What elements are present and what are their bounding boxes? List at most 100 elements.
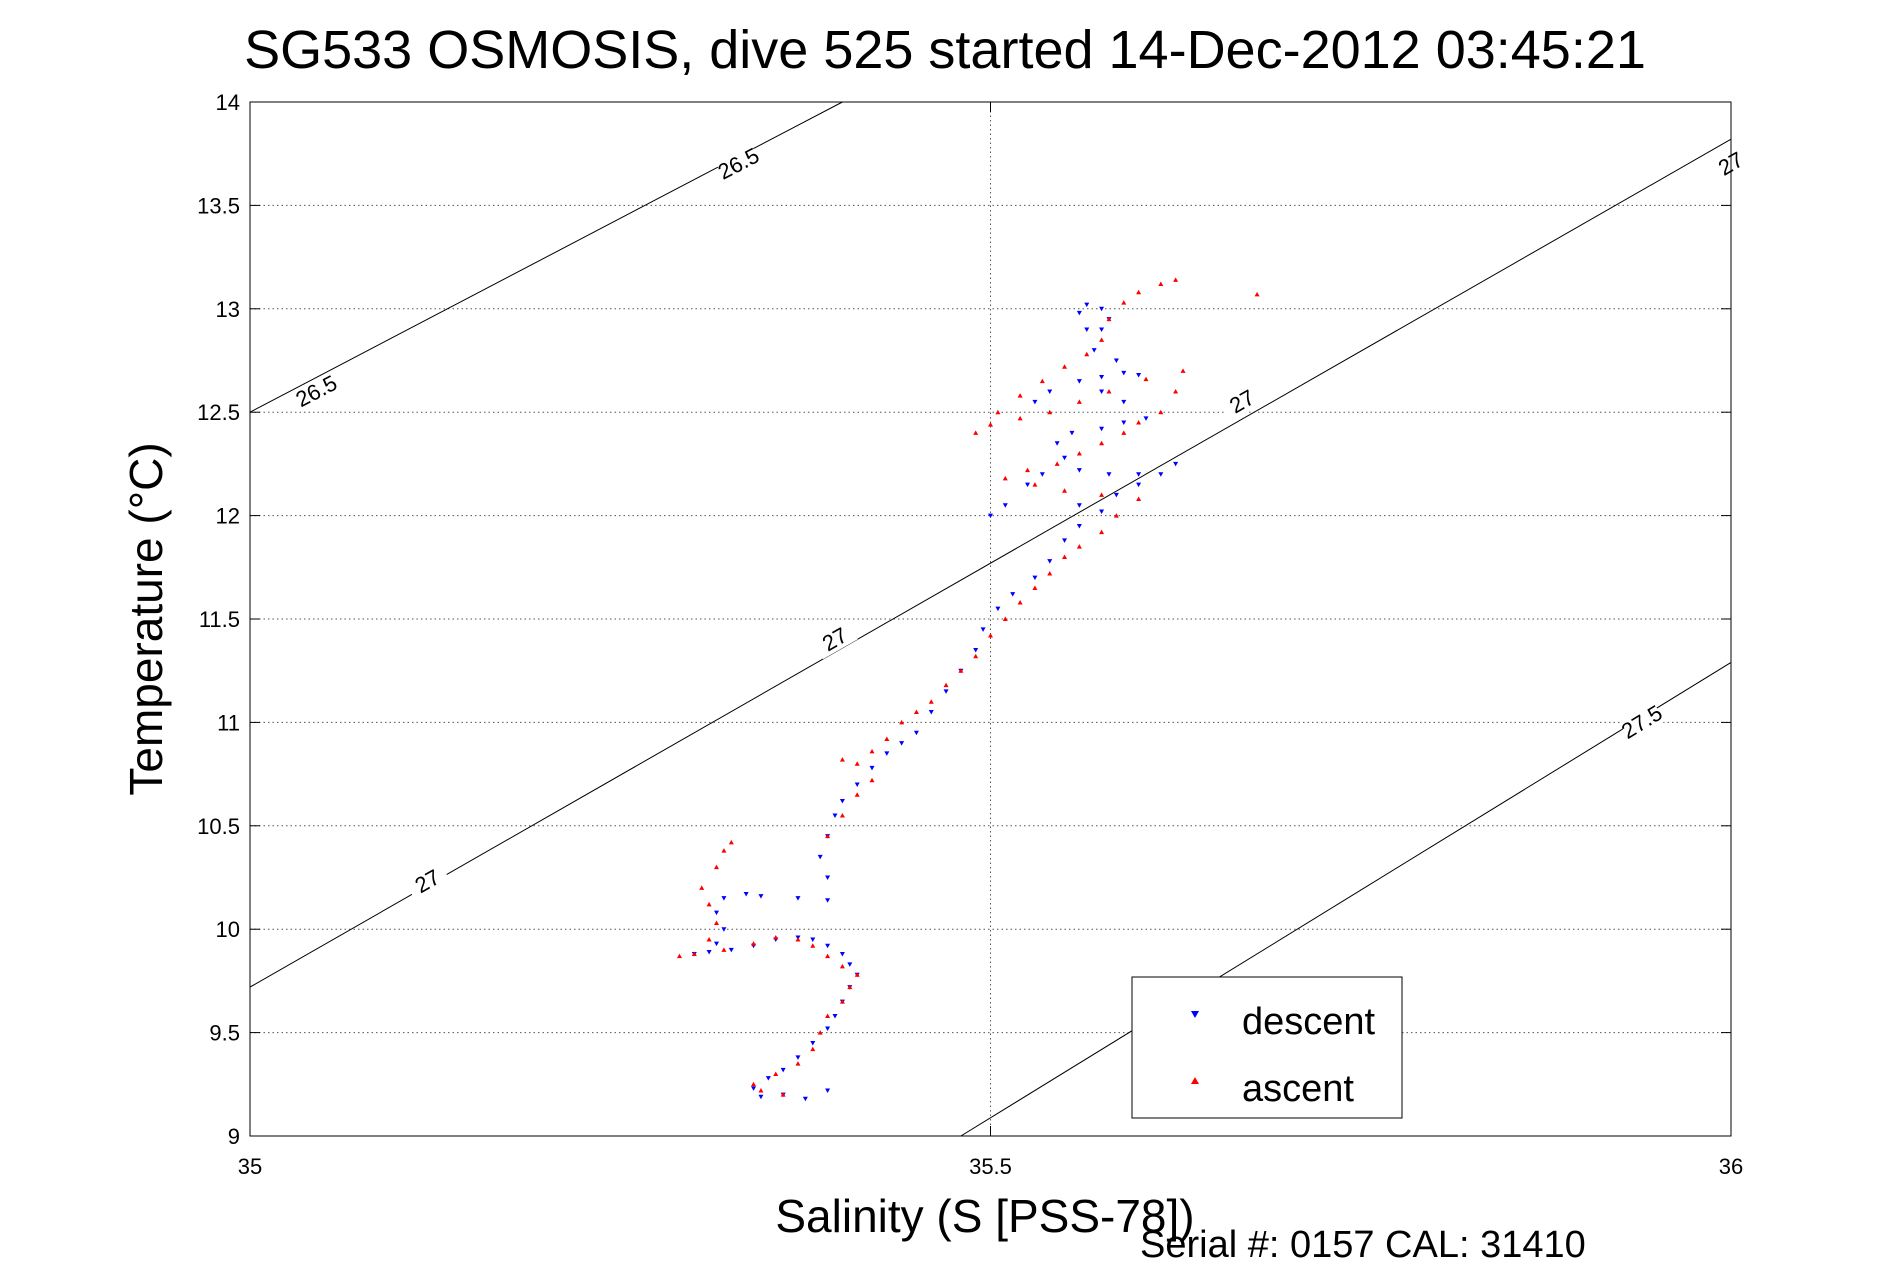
contour-label-mask (715, 145, 762, 184)
contour-label-mask (293, 372, 340, 411)
ascent-point (854, 761, 860, 766)
ascent-point (839, 812, 845, 818)
descent-point (825, 898, 831, 903)
ascent-point (780, 1092, 786, 1097)
descent-point (795, 896, 801, 901)
descent-point (928, 710, 934, 715)
descent-point (1010, 592, 1016, 597)
legend: descent ascent (1131, 976, 1403, 1119)
ascent-point (973, 653, 979, 659)
ascent-point (714, 864, 720, 870)
descent-point (728, 947, 734, 953)
ascent-point (751, 1081, 757, 1087)
isopycnal-27-5 (960, 662, 1732, 1137)
descent-point (1047, 559, 1053, 564)
ascent-point (1173, 389, 1179, 394)
ascent-point (1180, 368, 1186, 373)
descent-point (943, 689, 949, 694)
descent-point (758, 1094, 764, 1100)
descent-point (1099, 509, 1105, 514)
ascent-point (1106, 316, 1112, 322)
descent-point (1084, 302, 1090, 308)
y-tick-label: 13.5 (197, 193, 240, 218)
descent-point (869, 765, 875, 771)
y-axis-label: Temperature (°C) (120, 442, 172, 795)
ascent-point (721, 848, 727, 853)
descent-point (1047, 389, 1053, 395)
ascent-point (1136, 289, 1142, 295)
descent-point (1069, 430, 1075, 436)
ascent-point (1017, 415, 1023, 421)
y-tick-label: 12.5 (197, 400, 240, 425)
ascent-point (869, 777, 875, 783)
descent-point (751, 1086, 757, 1091)
descent-point (1136, 372, 1142, 378)
descent-point (1032, 399, 1038, 405)
descent-point (995, 606, 1001, 612)
ascent-point (825, 1013, 831, 1019)
descent-point (1136, 482, 1142, 488)
descent-point (1173, 461, 1179, 467)
ascent-point (706, 901, 712, 907)
y-tick-label: 11 (217, 710, 240, 735)
legend-ascent-label: ascent (1242, 1068, 1354, 1110)
ascent-point (1002, 475, 1008, 481)
descent-point (802, 1096, 808, 1102)
ascent-point (1017, 393, 1023, 398)
ascent-point (839, 963, 845, 969)
ascent-point (988, 633, 993, 638)
descent-point (825, 1026, 831, 1031)
descent-point (1076, 503, 1082, 508)
legend-descent-label: descent (1242, 1001, 1376, 1043)
ascent-point (1002, 616, 1008, 621)
ascent-point (773, 1071, 779, 1076)
contour-label-mask (1619, 702, 1665, 743)
descent-point (780, 1067, 786, 1073)
ascent-point (1121, 300, 1127, 305)
ascent-point (943, 682, 949, 688)
legend-box (1131, 976, 1403, 1119)
x-tick-label: 35 (238, 1154, 262, 1179)
contour-label-mask (404, 862, 451, 902)
descent-point (839, 952, 845, 957)
ascent-point (699, 885, 705, 890)
descent-point (1062, 538, 1068, 543)
descent-point (825, 1088, 831, 1094)
ascent-point (1143, 376, 1149, 382)
chart-title: SG533 OSMOSIS, dive 525 started 14-Dec-2… (244, 20, 1646, 80)
y-tick-label: 11.5 (199, 607, 240, 632)
ascent-point (1039, 378, 1045, 384)
descent-point (758, 894, 764, 899)
descent-point (980, 627, 986, 632)
ascent-point (839, 999, 845, 1004)
descent-point (817, 854, 823, 860)
descent-point (1002, 503, 1008, 508)
descent-point (1099, 375, 1105, 380)
descent-point (1113, 358, 1119, 363)
descent-point (714, 941, 720, 947)
ascent-point (854, 792, 860, 797)
descent-point (765, 1076, 771, 1081)
y-tick-label: 10 (216, 917, 240, 942)
descent-point (795, 1055, 801, 1060)
ascent-point (1106, 389, 1112, 394)
ascent-point (810, 1046, 816, 1052)
descent-point (832, 813, 838, 818)
ascent-point (839, 757, 845, 762)
ascent-point (1121, 430, 1127, 435)
descent-point (1025, 482, 1031, 488)
descent-point (1039, 472, 1045, 477)
ascent-point (995, 409, 1001, 415)
ascent-point (958, 668, 964, 673)
descent-point (839, 798, 845, 804)
ascent-point (1032, 482, 1038, 487)
ascent-point (1084, 351, 1090, 357)
ascent-point (1076, 451, 1082, 456)
descent-point (810, 937, 816, 943)
descent-point (810, 1040, 816, 1046)
ascent-point (1099, 492, 1105, 497)
contour-label-mask (1219, 382, 1266, 422)
ascent-point (1136, 420, 1142, 425)
ascent-point (1158, 281, 1164, 286)
